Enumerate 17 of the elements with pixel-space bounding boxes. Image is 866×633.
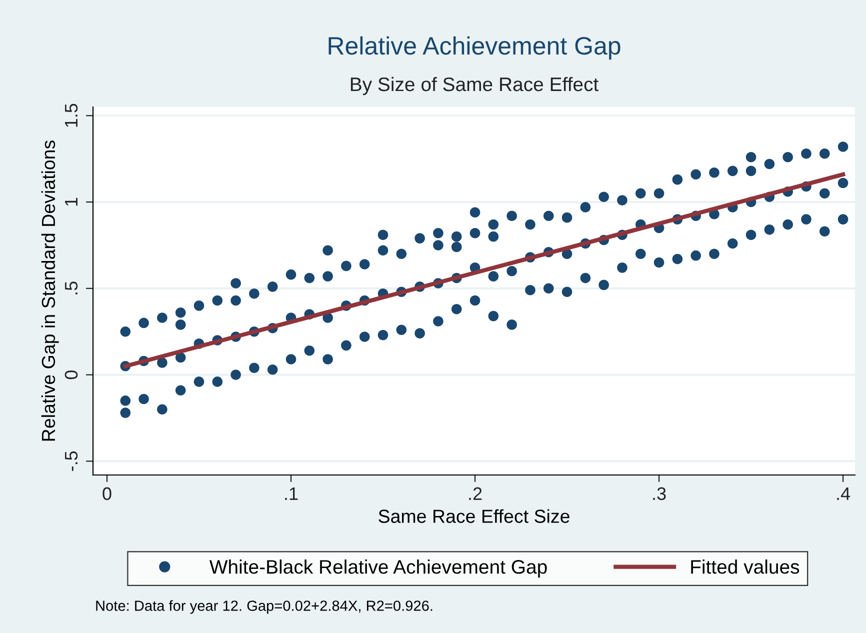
legend-label: White-Black Relative Achievement Gap xyxy=(209,560,547,578)
x-tick-label: .3 xyxy=(653,487,666,500)
x-tick-label: .1 xyxy=(285,487,298,500)
y-tick-label: 1 xyxy=(65,198,78,206)
legend-label: Fitted values xyxy=(691,560,800,574)
y-tick-label: 1.5 xyxy=(65,104,78,127)
chart-title: Relative Achievement Gap xyxy=(328,36,620,60)
x-tick-label: .2 xyxy=(469,487,482,500)
x-axis-title: Same Race Effect Size xyxy=(378,509,570,523)
text: Note: Data for year 12. Gap=0.02+2.84X, R2=0.926. xyxy=(96,600,432,614)
y-tick-label: .5 xyxy=(65,282,78,294)
y-axis-title: Relative Gap in Standard Deviations xyxy=(41,140,59,441)
y-tick-label: 0 xyxy=(64,370,78,380)
chart-subtitle: By Size of Same Race Effect xyxy=(350,76,599,96)
x-tick-label: 0 xyxy=(102,487,112,500)
y-tick-label: -.5 xyxy=(65,451,78,471)
x-tick-label: .4 xyxy=(837,487,850,500)
